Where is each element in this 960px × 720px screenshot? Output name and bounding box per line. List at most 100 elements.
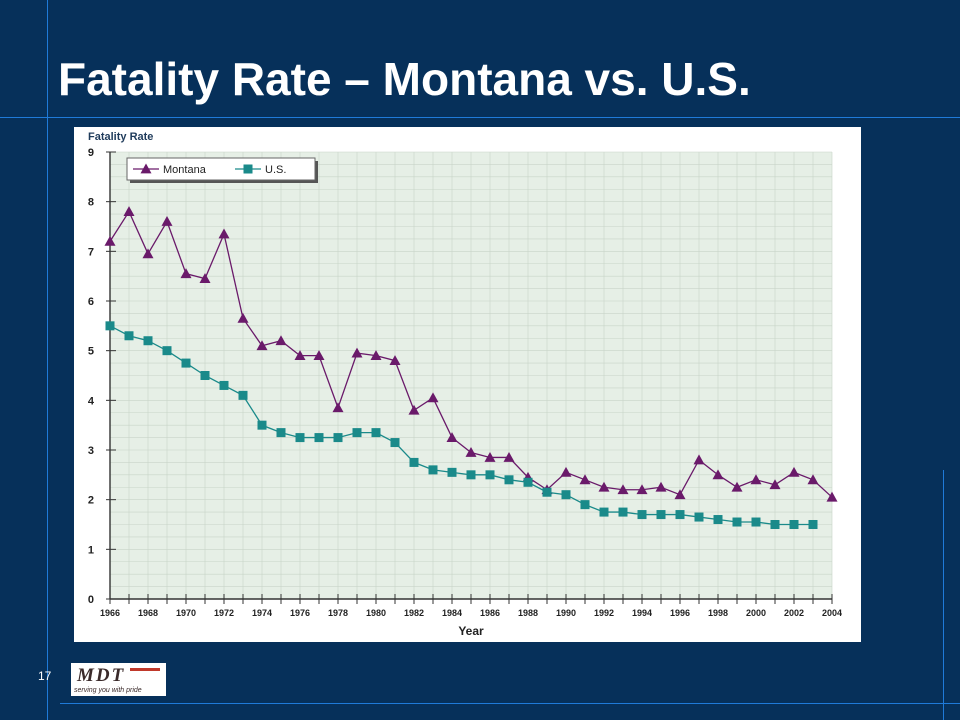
x-tick-label: 1978 bbox=[328, 608, 348, 618]
y-tick-label: 3 bbox=[88, 445, 94, 457]
x-tick-label: 1982 bbox=[404, 608, 424, 618]
montana-data-point bbox=[807, 474, 819, 485]
us-data-point bbox=[219, 380, 229, 390]
us-data-point bbox=[295, 433, 305, 443]
y-tick-label: 4 bbox=[88, 395, 95, 407]
us-data-point bbox=[390, 438, 400, 448]
us-data-point bbox=[580, 500, 590, 510]
x-tick-label: 2004 bbox=[822, 608, 842, 618]
logo-wordmark: MDT bbox=[77, 665, 126, 686]
us-data-point bbox=[352, 428, 362, 438]
us-data-point bbox=[162, 346, 172, 356]
montana-data-point bbox=[712, 469, 724, 480]
logo-stripe bbox=[130, 668, 160, 671]
x-tick-label: 1972 bbox=[214, 608, 234, 618]
us-data-point bbox=[656, 510, 666, 520]
chart-title: Fatality Rate bbox=[88, 131, 153, 143]
us-data-point bbox=[732, 517, 742, 527]
us-data-point bbox=[143, 336, 153, 346]
montana-data-point bbox=[370, 350, 382, 361]
us-data-point bbox=[257, 420, 267, 430]
us-data-point bbox=[561, 490, 571, 500]
montana-data-point bbox=[750, 474, 762, 485]
us-data-point bbox=[599, 507, 609, 517]
montana-data-point bbox=[579, 474, 591, 485]
x-tick-label: 1986 bbox=[480, 608, 500, 618]
y-tick-label: 5 bbox=[88, 346, 94, 358]
montana-data-point bbox=[123, 206, 135, 216]
montana-data-point bbox=[617, 484, 629, 495]
montana-data-point bbox=[598, 481, 610, 492]
y-tick-label: 0 bbox=[88, 594, 94, 606]
x-tick-label: 1992 bbox=[594, 608, 614, 618]
us-data-point bbox=[409, 457, 419, 467]
us-data-point bbox=[637, 510, 647, 520]
fatality-rate-chart: 0 1 2 3 4 5 6 7 8 9 1966 1968 1970 1972 1974 1976 1978 19… bbox=[88, 131, 842, 638]
us-data-point bbox=[333, 433, 343, 443]
montana-data-point bbox=[218, 228, 230, 239]
us-data-point bbox=[105, 321, 115, 331]
montana-data-point bbox=[294, 350, 306, 361]
x-tick-label: 1998 bbox=[708, 608, 728, 618]
us-data-point bbox=[751, 517, 761, 527]
mdt-logo: MDT serving you with pride bbox=[71, 663, 166, 696]
x-tick-label: 1994 bbox=[632, 608, 652, 618]
montana-data-point bbox=[351, 347, 363, 358]
montana-data-point bbox=[104, 235, 116, 246]
x-tick-label: 1974 bbox=[252, 608, 272, 618]
montana-data-point bbox=[655, 481, 667, 492]
logo-tagline: serving you with pride bbox=[74, 687, 142, 694]
vertical-accent-line bbox=[47, 0, 48, 720]
y-tick-label: 1 bbox=[88, 544, 94, 556]
x-tick-label: 1968 bbox=[138, 608, 158, 618]
horizontal-accent-line bbox=[0, 117, 960, 118]
us-data-point bbox=[428, 465, 438, 475]
bottom-accent-line bbox=[60, 703, 960, 704]
y-tick-label: 2 bbox=[88, 495, 94, 507]
us-data-point bbox=[238, 390, 248, 400]
slide-title: Fatality Rate – Montana vs. U.S. bbox=[58, 53, 751, 105]
us-data-point bbox=[618, 507, 628, 517]
x-tick-label: 2000 bbox=[746, 608, 766, 618]
montana-data-point bbox=[788, 466, 800, 477]
us-data-point bbox=[181, 358, 191, 368]
us-data-point bbox=[808, 520, 818, 529]
us-data-point bbox=[523, 477, 533, 487]
montana-data-point bbox=[256, 340, 268, 351]
right-accent-line bbox=[943, 470, 944, 720]
montana-data-point bbox=[503, 451, 515, 462]
montana-data-point bbox=[769, 479, 781, 490]
us-data-point bbox=[466, 470, 476, 480]
us-data-point bbox=[200, 371, 210, 380]
montana-legend-label: Montana bbox=[163, 164, 207, 176]
x-axis-label: Year bbox=[458, 624, 484, 638]
us-data-point bbox=[713, 515, 723, 525]
us-legend-marker bbox=[243, 164, 253, 174]
montana-data-point bbox=[826, 491, 838, 502]
us-data-point bbox=[447, 467, 457, 477]
page-number: 17 bbox=[38, 669, 52, 683]
us-data-point bbox=[694, 512, 704, 522]
x-tick-label: 1996 bbox=[670, 608, 690, 618]
montana-data-point bbox=[408, 404, 420, 415]
us-data-point bbox=[542, 487, 552, 497]
montana-data-point bbox=[142, 248, 154, 259]
y-tick-label: 6 bbox=[88, 296, 94, 308]
us-data-point bbox=[124, 331, 134, 341]
x-tick-label: 1990 bbox=[556, 608, 576, 618]
us-data-point bbox=[789, 520, 799, 529]
us-data-point bbox=[371, 428, 381, 438]
montana-data-point bbox=[389, 355, 401, 365]
montana-data-point bbox=[237, 312, 249, 323]
montana-data-point bbox=[161, 216, 173, 226]
x-tick-label: 1980 bbox=[366, 608, 386, 618]
x-tick-label: 1970 bbox=[176, 608, 196, 618]
us-data-point bbox=[276, 428, 286, 438]
montana-data-point bbox=[275, 335, 287, 346]
legend-box bbox=[126, 157, 316, 181]
chart-container: 0 1 2 3 4 5 6 7 8 9 1966 1968 1970 1972 1974 1976 1978 19… bbox=[74, 127, 861, 642]
montana-data-point bbox=[446, 432, 458, 442]
montana-data-point bbox=[332, 402, 344, 413]
y-tick-label: 7 bbox=[88, 246, 94, 258]
y-tick-label: 8 bbox=[88, 197, 94, 209]
